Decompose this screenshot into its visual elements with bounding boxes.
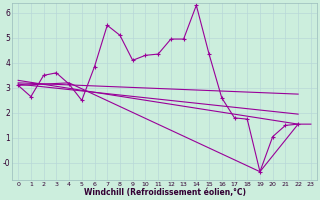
X-axis label: Windchill (Refroidissement éolien,°C): Windchill (Refroidissement éolien,°C) — [84, 188, 245, 197]
